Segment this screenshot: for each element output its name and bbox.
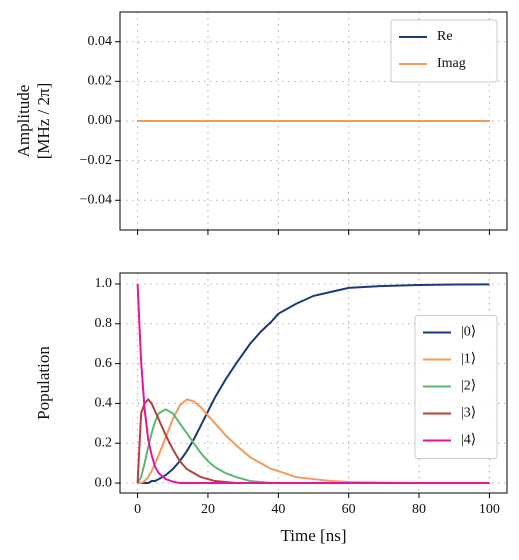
y-tick-label: 0.04 xyxy=(88,34,113,49)
legend-label: |4⟩ xyxy=(461,433,476,448)
series-line xyxy=(137,283,490,485)
y-tick-label: −0.02 xyxy=(80,153,112,168)
y-tick-label: 1.0 xyxy=(95,276,113,291)
axes-frame xyxy=(119,272,508,494)
y-tick-label: 0.0 xyxy=(95,475,113,490)
legend-box xyxy=(390,19,498,83)
y-tick-label: 0.2 xyxy=(95,435,113,450)
y-tick-label: 0.00 xyxy=(88,113,113,128)
legend-label: |3⟩ xyxy=(461,406,476,421)
legend-box xyxy=(414,315,498,459)
y-axis-label: [MHz / 2π] xyxy=(34,83,53,160)
x-tick-label: 40 xyxy=(271,502,285,517)
y-axis-label: Amplitude xyxy=(14,85,33,158)
legend: Re Imag xyxy=(390,19,498,83)
legend-label: Re xyxy=(437,29,453,44)
legend-label: |0⟩ xyxy=(461,325,476,340)
y-tick-label: −0.04 xyxy=(80,192,112,207)
legend-label: Imag xyxy=(437,56,466,71)
series-line xyxy=(136,283,490,485)
legend: |0⟩ |1⟩ |2⟩ |3⟩ |4⟩ xyxy=(414,315,498,459)
y-tick-label: 0.8 xyxy=(95,316,113,331)
y-tick-label: 0.4 xyxy=(95,396,113,411)
y-tick-label: 0.02 xyxy=(88,74,113,89)
x-axis-label: Time [ns] xyxy=(281,526,347,545)
x-tick-label: 100 xyxy=(479,502,500,517)
legend-label: |2⟩ xyxy=(461,379,476,394)
legend-label: |1⟩ xyxy=(461,352,476,367)
y-axis-label: Population xyxy=(34,346,53,420)
axes-frame xyxy=(119,11,508,231)
x-tick-label: 20 xyxy=(201,502,215,517)
x-tick-label: 80 xyxy=(412,502,426,517)
x-tick-label: 60 xyxy=(342,502,356,517)
y-tick-label: 0.6 xyxy=(95,356,113,371)
x-tick-label: 0 xyxy=(134,502,141,517)
